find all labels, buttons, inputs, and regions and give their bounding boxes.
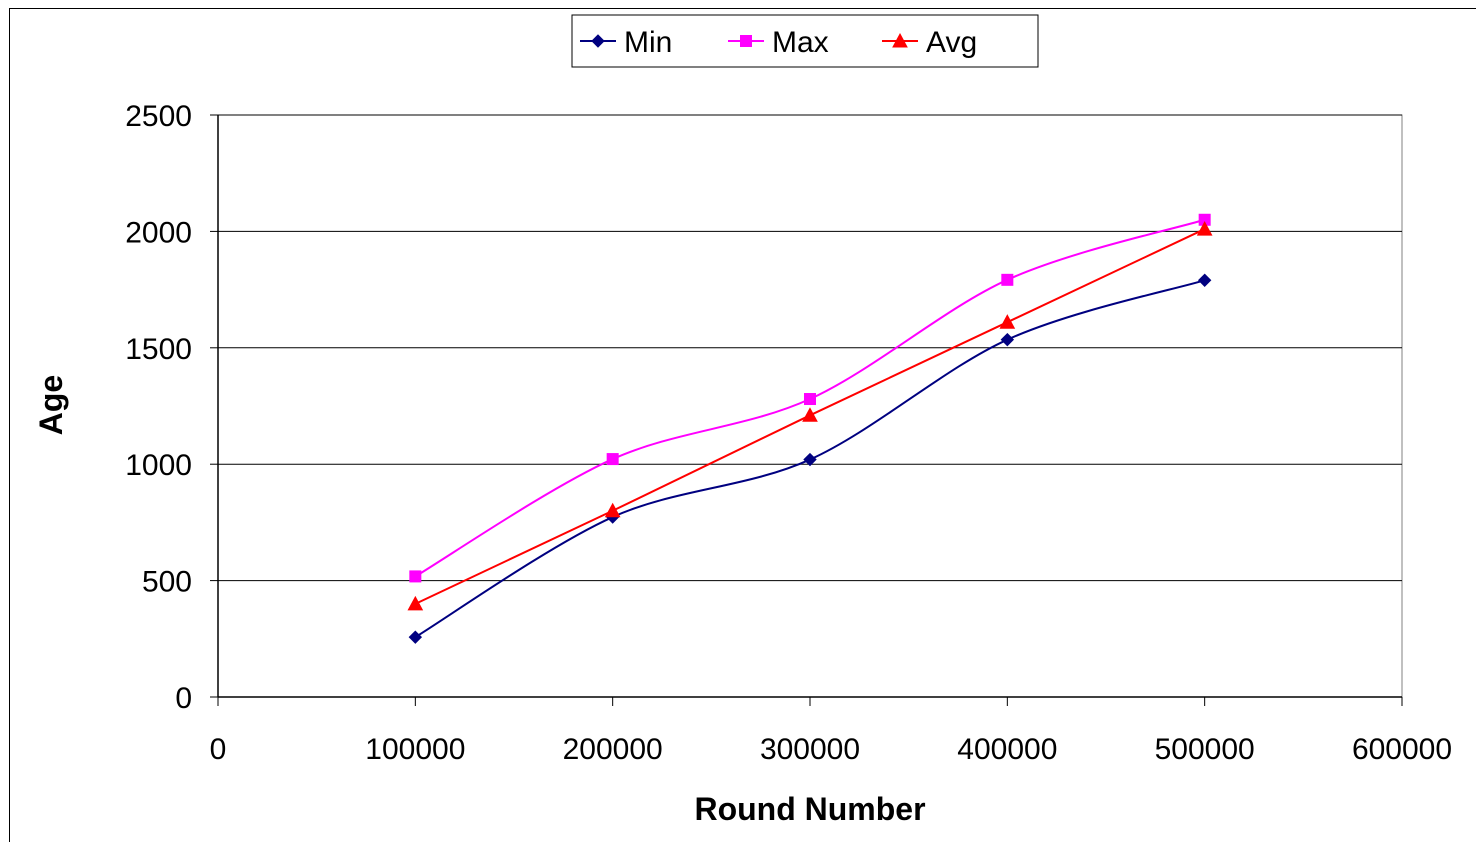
legend-marker-min xyxy=(591,34,605,48)
data-point-avg xyxy=(802,407,818,422)
x-tick-label: 200000 xyxy=(563,733,663,766)
y-tick-label: 2000 xyxy=(125,216,192,249)
y-tick-label: 1500 xyxy=(125,333,192,366)
x-tick-label: 0 xyxy=(210,733,227,766)
legend-marker-avg xyxy=(892,32,908,48)
data-point-max xyxy=(409,570,422,583)
y-tick-label: 0 xyxy=(175,682,192,715)
data-point-avg xyxy=(999,314,1016,329)
data-point-min xyxy=(1000,332,1015,347)
data-point-min xyxy=(408,630,423,644)
y-tick-label: 500 xyxy=(142,566,192,599)
x-tick-label: 500000 xyxy=(1155,733,1255,766)
y-tick-label: 1000 xyxy=(125,449,192,482)
x-axis-title: Round Number xyxy=(694,791,925,827)
x-tick-label: 400000 xyxy=(957,733,1057,766)
data-point-min xyxy=(1197,273,1212,287)
y-axis-title: Age xyxy=(33,375,69,435)
x-tick-label: 600000 xyxy=(1352,733,1452,766)
legend-label-max: Max xyxy=(772,26,829,59)
data-point-min xyxy=(803,452,817,467)
legend-marker-max xyxy=(740,35,752,47)
legend-label-avg: Avg xyxy=(926,26,977,59)
x-tick-label: 300000 xyxy=(760,733,860,766)
data-point-avg xyxy=(407,595,424,611)
legend-label-min: Min xyxy=(624,26,672,59)
data-point-max xyxy=(1001,273,1014,286)
x-tick-label: 100000 xyxy=(365,733,465,766)
data-point-avg xyxy=(604,502,621,518)
data-point-avg xyxy=(1196,221,1213,236)
legend: Min Max Avg xyxy=(571,14,1039,68)
legend-box xyxy=(571,14,1039,68)
data-point-max xyxy=(804,393,816,406)
y-tick-label: 2500 xyxy=(125,100,192,133)
chart-area-border xyxy=(9,8,1476,842)
data-point-max xyxy=(606,453,619,466)
